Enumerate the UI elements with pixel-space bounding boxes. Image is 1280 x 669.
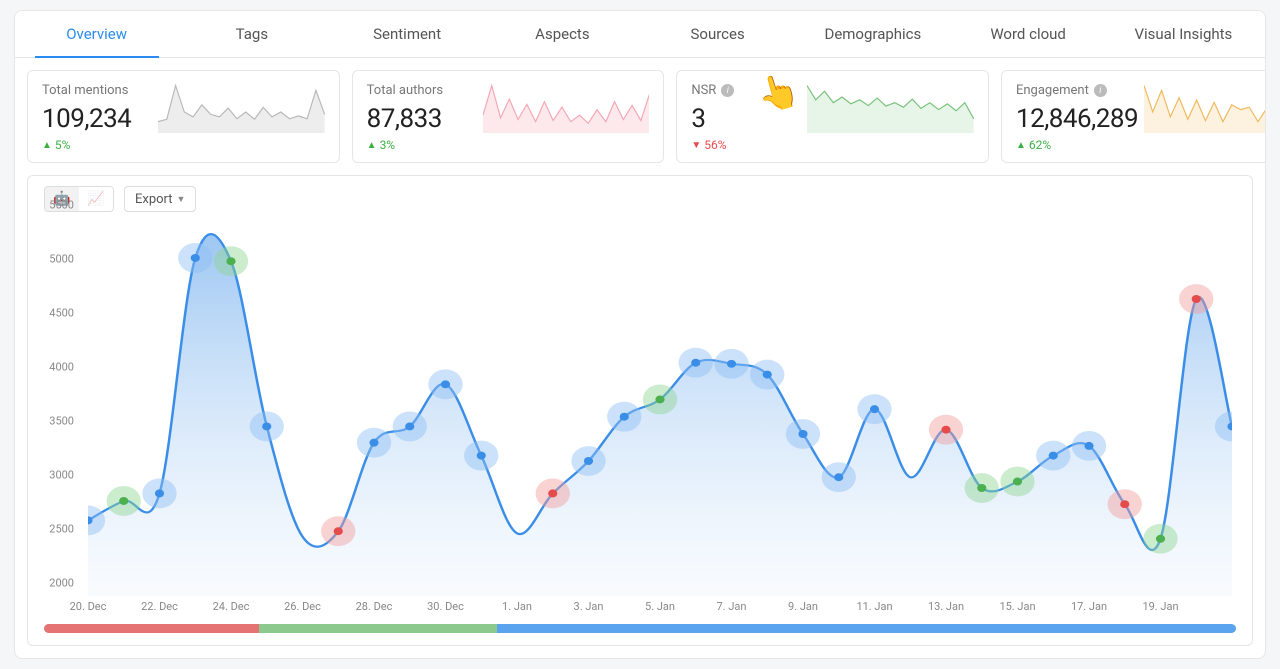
kpi-delta: ▼56%	[691, 138, 801, 152]
y-tick: 4000	[49, 361, 74, 374]
tabs: OverviewTagsSentimentAspectsSourcesDemog…	[15, 11, 1265, 58]
toggle-chart[interactable]: 📈	[79, 187, 113, 211]
kpi-delta: ▲5%	[42, 138, 152, 152]
sparkline	[807, 83, 974, 133]
main-chart: 20002500300035004000450050005500 20. Dec…	[44, 218, 1236, 618]
y-axis: 20002500300035004000450050005500	[44, 218, 80, 596]
info-icon[interactable]: i	[1094, 84, 1107, 97]
export-label: Export	[135, 192, 173, 207]
segment	[44, 624, 259, 633]
x-tick: 15. Jan	[999, 600, 1035, 613]
kpi-nsr[interactable]: NSRi3▼56%👆	[676, 70, 989, 163]
x-tick: 11. Jan	[856, 600, 892, 613]
plot-area	[88, 218, 1232, 596]
x-axis: 20. Dec22. Dec24. Dec26. Dec28. Dec30. D…	[88, 598, 1232, 618]
kpi-total-authors[interactable]: Total authors 87,833 ▲3%	[352, 70, 665, 163]
kpi-value: 109,234	[42, 104, 152, 134]
x-tick: 9. Jan	[788, 600, 818, 613]
export-button[interactable]: Export ▼	[124, 186, 196, 212]
chart-card: 🤖 📈 Export ▼ 2000 2500 3000 3500 4000 4500 500…	[27, 175, 1253, 646]
tab-demographics[interactable]: Demographics	[795, 11, 950, 57]
kpi-title: Total mentions	[42, 83, 152, 98]
kpi-value: 87,833	[367, 104, 477, 134]
sparkline	[483, 83, 650, 133]
x-tick: 13. Jan	[928, 600, 964, 613]
x-tick: 30. Dec	[427, 600, 464, 613]
chart-icon: 📈	[87, 191, 104, 207]
kpi-value: 3	[691, 104, 801, 134]
y-tick: 4500	[49, 307, 74, 320]
segment	[259, 624, 497, 633]
tab-aspects[interactable]: Aspects	[485, 11, 640, 57]
x-tick: 1. Jan	[502, 600, 532, 613]
segment-bar	[44, 624, 1236, 633]
y-tick: 2500	[49, 523, 74, 536]
tab-visual-insights[interactable]: Visual Insights	[1106, 11, 1261, 57]
chart-toolbar: 🤖 📈 Export ▼	[44, 186, 1236, 212]
x-tick: 7. Jan	[717, 600, 747, 613]
y-tick: 3500	[49, 415, 74, 428]
arrow-up-icon: ▲	[1016, 140, 1026, 151]
y-tick: 3000	[49, 469, 74, 482]
x-tick: 19. Jan	[1142, 600, 1178, 613]
x-tick: 5. Jan	[645, 600, 675, 613]
tab-sentiment[interactable]: Sentiment	[330, 11, 485, 57]
sparkline	[1144, 83, 1266, 133]
y-tick: 5000	[49, 253, 74, 266]
segment	[497, 624, 1236, 633]
kpi-title: NSRi	[691, 83, 801, 98]
y-tick: 5500	[49, 199, 74, 212]
kpi-delta: ▲62%	[1016, 138, 1138, 152]
x-tick: 20. Dec	[70, 600, 107, 613]
kpi-title: Total authors	[367, 83, 477, 98]
tab-sources[interactable]: Sources	[640, 11, 795, 57]
arrow-up-icon: ▲	[42, 140, 52, 151]
arrow-down-icon: ▼	[691, 140, 701, 151]
kpi-delta: ▲3%	[367, 138, 477, 152]
chevron-down-icon: ▼	[177, 194, 186, 205]
x-tick: 24. Dec	[213, 600, 250, 613]
x-tick: 28. Dec	[356, 600, 393, 613]
x-tick: 17. Jan	[1071, 600, 1107, 613]
x-tick: 26. Dec	[284, 600, 321, 613]
kpi-row: Total mentions 109,234 ▲5% Total authors 87,…	[15, 58, 1265, 175]
kpi-total-mentions[interactable]: Total mentions 109,234 ▲5%	[27, 70, 340, 163]
tab-tags[interactable]: Tags	[174, 11, 329, 57]
kpi-value: 12,846,289	[1016, 104, 1138, 134]
tab-overview[interactable]: Overview	[19, 11, 174, 57]
sparkline	[158, 83, 325, 133]
kpi-engagement[interactable]: Engagementi 12,846,289 ▲62%	[1001, 70, 1266, 163]
tab-word-cloud[interactable]: Word cloud	[951, 11, 1106, 57]
info-icon[interactable]: i	[721, 84, 734, 97]
x-tick: 22. Dec	[141, 600, 178, 613]
y-tick: 2000	[49, 577, 74, 590]
arrow-up-icon: ▲	[367, 140, 377, 151]
kpi-title: Engagementi	[1016, 83, 1138, 98]
dashboard-container: OverviewTagsSentimentAspectsSourcesDemog…	[14, 10, 1266, 659]
x-tick: 3. Jan	[574, 600, 604, 613]
